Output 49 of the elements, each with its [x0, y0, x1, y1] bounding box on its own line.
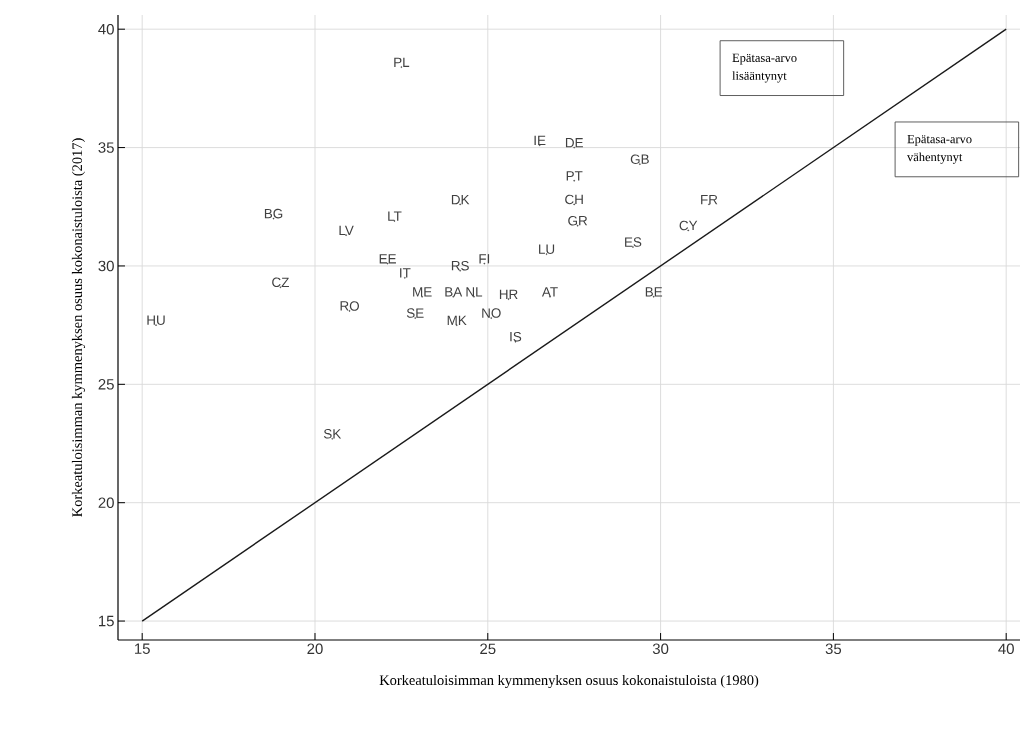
x-tick-label: 15	[135, 643, 150, 654]
data-label: NL	[466, 287, 483, 297]
x-tick-label: 20	[307, 643, 323, 655]
data-label: FI	[479, 254, 490, 264]
data-label: BE	[645, 287, 663, 297]
x-tick-label: 40	[998, 643, 1014, 655]
data-label: ME	[413, 287, 432, 297]
x-tick-label: 30	[652, 643, 669, 655]
data-label: LT	[388, 211, 402, 221]
data-label: CZ	[272, 277, 289, 288]
y-axis-title: Korkeatuloisimman kymmenyksen osuus kokonaistuloista (2017)	[71, 138, 86, 517]
data-label: SE	[406, 308, 424, 318]
data-label: BA	[445, 287, 463, 297]
data-label: IS	[510, 331, 522, 342]
data-label: PL	[394, 57, 410, 67]
y-tick-label: 40	[98, 23, 114, 35]
data-label: DK	[451, 194, 470, 205]
data-label: BG	[264, 208, 283, 219]
y-tick-label: 15	[99, 615, 114, 627]
data-label: AT	[541, 287, 558, 297]
x-axis-title: Korkeatuloisimman kymmenyksen osuus kokonaistuloista (1980)	[379, 674, 759, 689]
data-label: GR	[568, 215, 588, 226]
y-tick-label: 30	[98, 260, 114, 272]
annotation: Epätasa-arvo vähentynyt	[907, 134, 972, 164]
data-label: IE	[534, 135, 546, 145]
data-label: GB	[630, 154, 649, 164]
data-label: HU	[147, 315, 165, 325]
data-label: MK	[447, 315, 467, 325]
y-tick-label: 25	[98, 379, 114, 390]
data-label: HR	[499, 289, 518, 299]
annotation: Epätasa-arvo lisääntynyt	[732, 53, 797, 83]
data-label: PT	[566, 171, 583, 181]
data-label: CH	[565, 194, 583, 205]
data-label: DE	[565, 138, 583, 148]
data-label: EE	[379, 254, 396, 264]
data-label: ES	[625, 237, 642, 247]
y-tick-label: 20	[98, 497, 114, 508]
y-tick-label: 35	[98, 142, 114, 153]
data-label: FR	[701, 194, 718, 205]
data-label: RS	[451, 260, 469, 271]
x-tick-label: 35	[825, 643, 842, 655]
data-label: LV	[339, 225, 354, 235]
data-label: LU	[539, 244, 555, 254]
x-tick-label: 25	[480, 643, 496, 655]
data-label: RO	[340, 301, 359, 311]
data-label: SK	[323, 429, 342, 439]
data-label: CY	[679, 220, 698, 231]
data-label: IT	[400, 268, 411, 278]
data-label: NO	[482, 308, 501, 318]
